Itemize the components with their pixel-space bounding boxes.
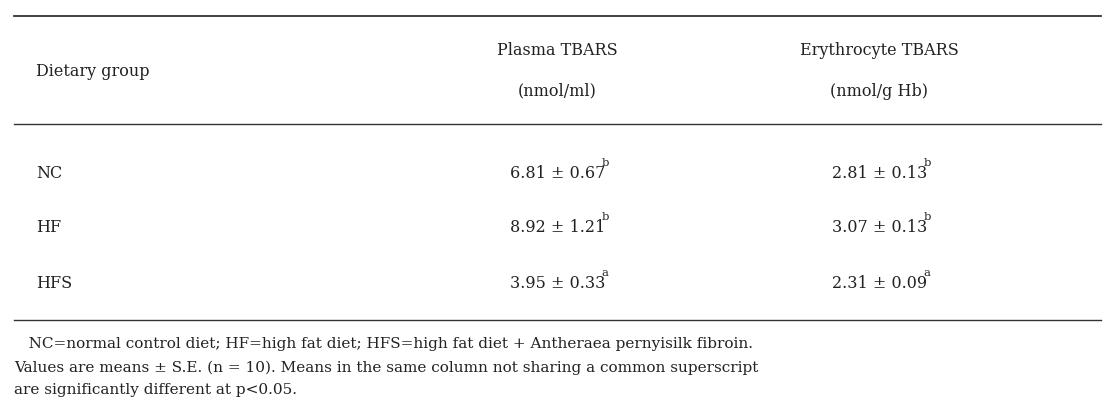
Text: b: b: [602, 158, 609, 168]
Text: 6.81 ± 0.67: 6.81 ± 0.67: [510, 165, 605, 182]
Text: 8.92 ± 1.21: 8.92 ± 1.21: [510, 219, 605, 236]
Text: 3.07 ± 0.13: 3.07 ± 0.13: [832, 219, 927, 236]
Text: Values are means ± S.E. (n = 10). Means in the same column not sharing a common : Values are means ± S.E. (n = 10). Means …: [13, 360, 758, 375]
Text: Erythrocyte TBARS: Erythrocyte TBARS: [799, 43, 959, 59]
Text: are significantly different at p<0.05.: are significantly different at p<0.05.: [13, 383, 297, 397]
Text: b: b: [602, 212, 609, 222]
Text: (nmol/ml): (nmol/ml): [518, 83, 597, 100]
Text: 2.31 ± 0.09: 2.31 ± 0.09: [832, 275, 927, 292]
Text: (nmol/g Hb): (nmol/g Hb): [831, 83, 929, 100]
Text: a: a: [602, 268, 609, 278]
Text: 3.95 ± 0.33: 3.95 ± 0.33: [510, 275, 605, 292]
Text: NC=normal control diet; HF=high fat diet; HFS=high fat diet + Antheraea pernyisi: NC=normal control diet; HF=high fat diet…: [13, 337, 753, 351]
Text: b: b: [923, 212, 931, 222]
Text: HFS: HFS: [36, 275, 72, 292]
Text: HF: HF: [36, 219, 61, 236]
Text: a: a: [923, 268, 930, 278]
Text: Dietary group: Dietary group: [36, 63, 149, 79]
Text: NC: NC: [36, 165, 62, 182]
Text: b: b: [923, 158, 931, 168]
Text: Plasma TBARS: Plasma TBARS: [497, 43, 618, 59]
Text: 2.81 ± 0.13: 2.81 ± 0.13: [832, 165, 927, 182]
